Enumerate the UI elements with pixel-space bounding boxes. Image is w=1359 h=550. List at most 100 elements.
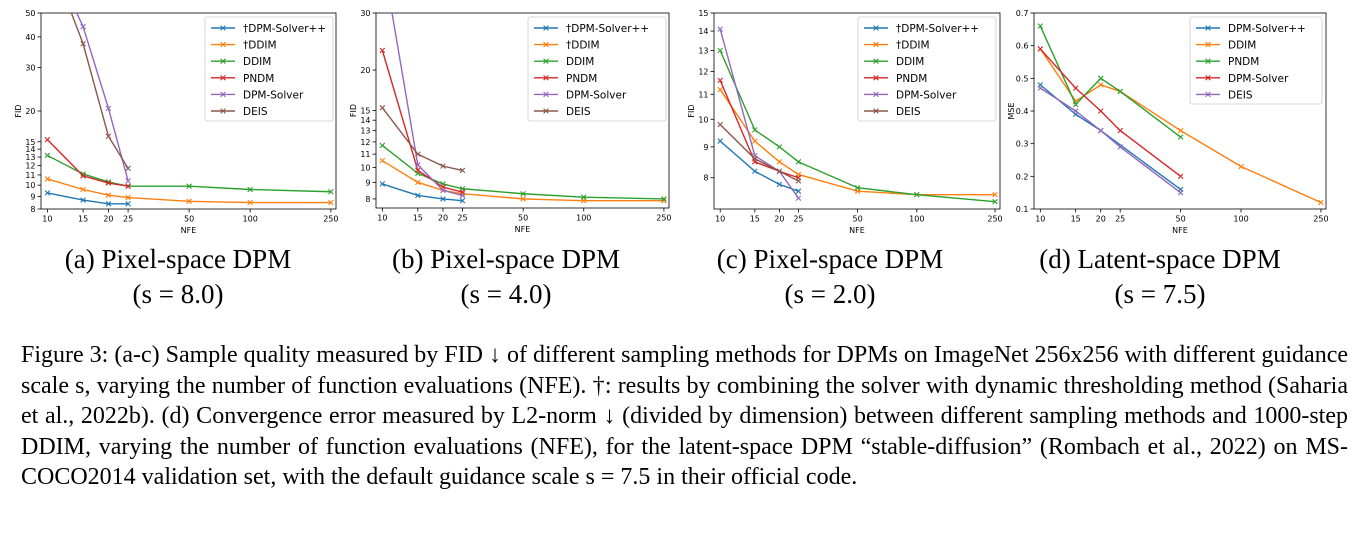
data-point-marker [186, 183, 192, 189]
data-point-marker [44, 190, 51, 196]
x-tick-label: 50 [184, 215, 194, 224]
y-tick-label: 15 [360, 107, 370, 116]
data-point-marker [717, 47, 723, 54]
y-tick-label: 13 [698, 46, 708, 55]
x-tick-label: 100 [576, 214, 591, 223]
legend-entry-label: †DDIM [566, 40, 600, 52]
data-point-marker [459, 167, 466, 174]
x-tick-label: 10 [377, 214, 387, 223]
x-tick-label: 10 [715, 215, 725, 224]
data-point-marker [776, 159, 783, 165]
data-point-marker [44, 136, 51, 143]
series-line [719, 80, 799, 179]
data-point-marker [580, 194, 587, 200]
data-point-marker [795, 188, 802, 194]
legend-swatch-marker [873, 108, 879, 114]
data-point-marker [415, 192, 421, 199]
caption-label: Figure 3: [21, 342, 109, 368]
data-point-marker [105, 133, 112, 139]
y-tick-label: 40 [25, 33, 35, 42]
data-point-marker [415, 161, 421, 168]
legend-swatch-marker [1205, 41, 1211, 48]
data-point-marker [328, 188, 334, 195]
data-point-marker [795, 159, 802, 165]
y-tick-label: 12 [25, 162, 35, 171]
data-point-marker [415, 151, 421, 157]
y-tick-label: 9 [703, 143, 708, 152]
x-tick-label: 100 [909, 215, 924, 224]
data-point-marker [80, 40, 86, 47]
series-line [719, 124, 799, 182]
x-tick-label: 250 [1313, 215, 1328, 224]
data-point-marker [776, 168, 783, 175]
subcaption-b: (b) Pixel-space DPM (s = 4.0) [356, 242, 656, 312]
x-tick-label: 50 [1176, 215, 1186, 224]
subcaption-a-line1: (a) Pixel-space DPM [64, 244, 292, 274]
legend-entry-label: DEIS [243, 106, 268, 118]
data-point-marker [1117, 88, 1123, 95]
y-tick-label: 11 [698, 90, 708, 99]
data-point-marker [520, 190, 526, 197]
legend-swatch-marker [543, 91, 549, 98]
legend-swatch-marker [543, 25, 549, 31]
y-tick-label: 11 [360, 150, 370, 159]
y-tick-label: 0.1 [1016, 205, 1029, 214]
data-point-marker [105, 200, 112, 207]
data-point-marker [1318, 199, 1324, 206]
data-point-marker [459, 197, 466, 204]
y-tick-label: 15 [698, 9, 708, 18]
data-point-marker [776, 144, 783, 150]
data-point-marker [1238, 163, 1244, 170]
y-axis-label: FID [687, 104, 696, 117]
chart-b: 10 15 20 25 50 100 250891011121314152030NFEFID… [349, 9, 672, 234]
subcaption-d: (d) Latent-space DPM (s = 7.5) [1010, 242, 1310, 312]
x-axis-label: NFE [181, 226, 197, 235]
subcaption-d-line1: (d) Latent-space DPM [1039, 244, 1281, 274]
y-axis-label: MSE [1007, 102, 1016, 119]
legend-entry-label: DEIS [566, 106, 591, 118]
y-tick-label: 14 [698, 27, 708, 36]
y-tick-label: 20 [25, 107, 35, 116]
legend-entry-label: PNDM [1228, 56, 1259, 68]
chart-c: 10 15 20 25 50 100 250 8 9 10 11 12 13 14 15 NFE FID †DPM… [687, 9, 1003, 235]
data-point-marker [440, 196, 446, 202]
data-point-marker [459, 192, 466, 199]
y-tick-label: 0.2 [1016, 172, 1029, 181]
data-point-marker [44, 176, 51, 182]
data-point-marker [717, 26, 723, 33]
y-tick-label: 10 [698, 115, 708, 124]
series-line [1039, 87, 1182, 194]
legend-swatch-marker [220, 25, 226, 31]
y-tick-label: 0.7 [1016, 9, 1029, 18]
data-point-marker [776, 181, 783, 188]
data-point-marker [992, 198, 998, 205]
data-point-marker [80, 173, 86, 179]
legend-entry-label: †DPM-Solver++ [896, 23, 979, 35]
series-line [381, 160, 664, 202]
y-tick-label: 9 [365, 178, 370, 187]
data-point-marker [1177, 173, 1184, 180]
data-point-marker [415, 167, 421, 174]
legend-entry-label: †DDIM [896, 40, 930, 52]
legend-box [527, 16, 667, 122]
y-tick-label: 13 [360, 127, 370, 136]
legend-swatch-marker [220, 75, 226, 81]
x-tick-label: 20 [1096, 215, 1106, 224]
data-point-marker [1072, 108, 1079, 114]
y-axis-label: FID [14, 104, 23, 117]
y-tick-label: 9 [30, 192, 35, 201]
legend-swatch-marker [543, 75, 549, 81]
figure-caption: Figure 3: (a-c) Sample quality measured b… [21, 340, 1348, 493]
y-tick-label: 8 [365, 195, 370, 204]
y-tick-label: 8 [30, 205, 35, 214]
y-tick-label: 50 [25, 9, 35, 18]
data-point-marker [1177, 127, 1184, 134]
y-tick-label: 14 [360, 116, 370, 125]
data-point-marker [186, 198, 192, 205]
x-tick-label: 250 [987, 215, 1002, 224]
y-tick-label: 12 [360, 138, 370, 147]
data-point-marker [105, 105, 112, 112]
x-tick-label: 15 [413, 214, 423, 223]
legend-box [204, 16, 334, 122]
legend-entry-label: DDIM [896, 56, 924, 68]
